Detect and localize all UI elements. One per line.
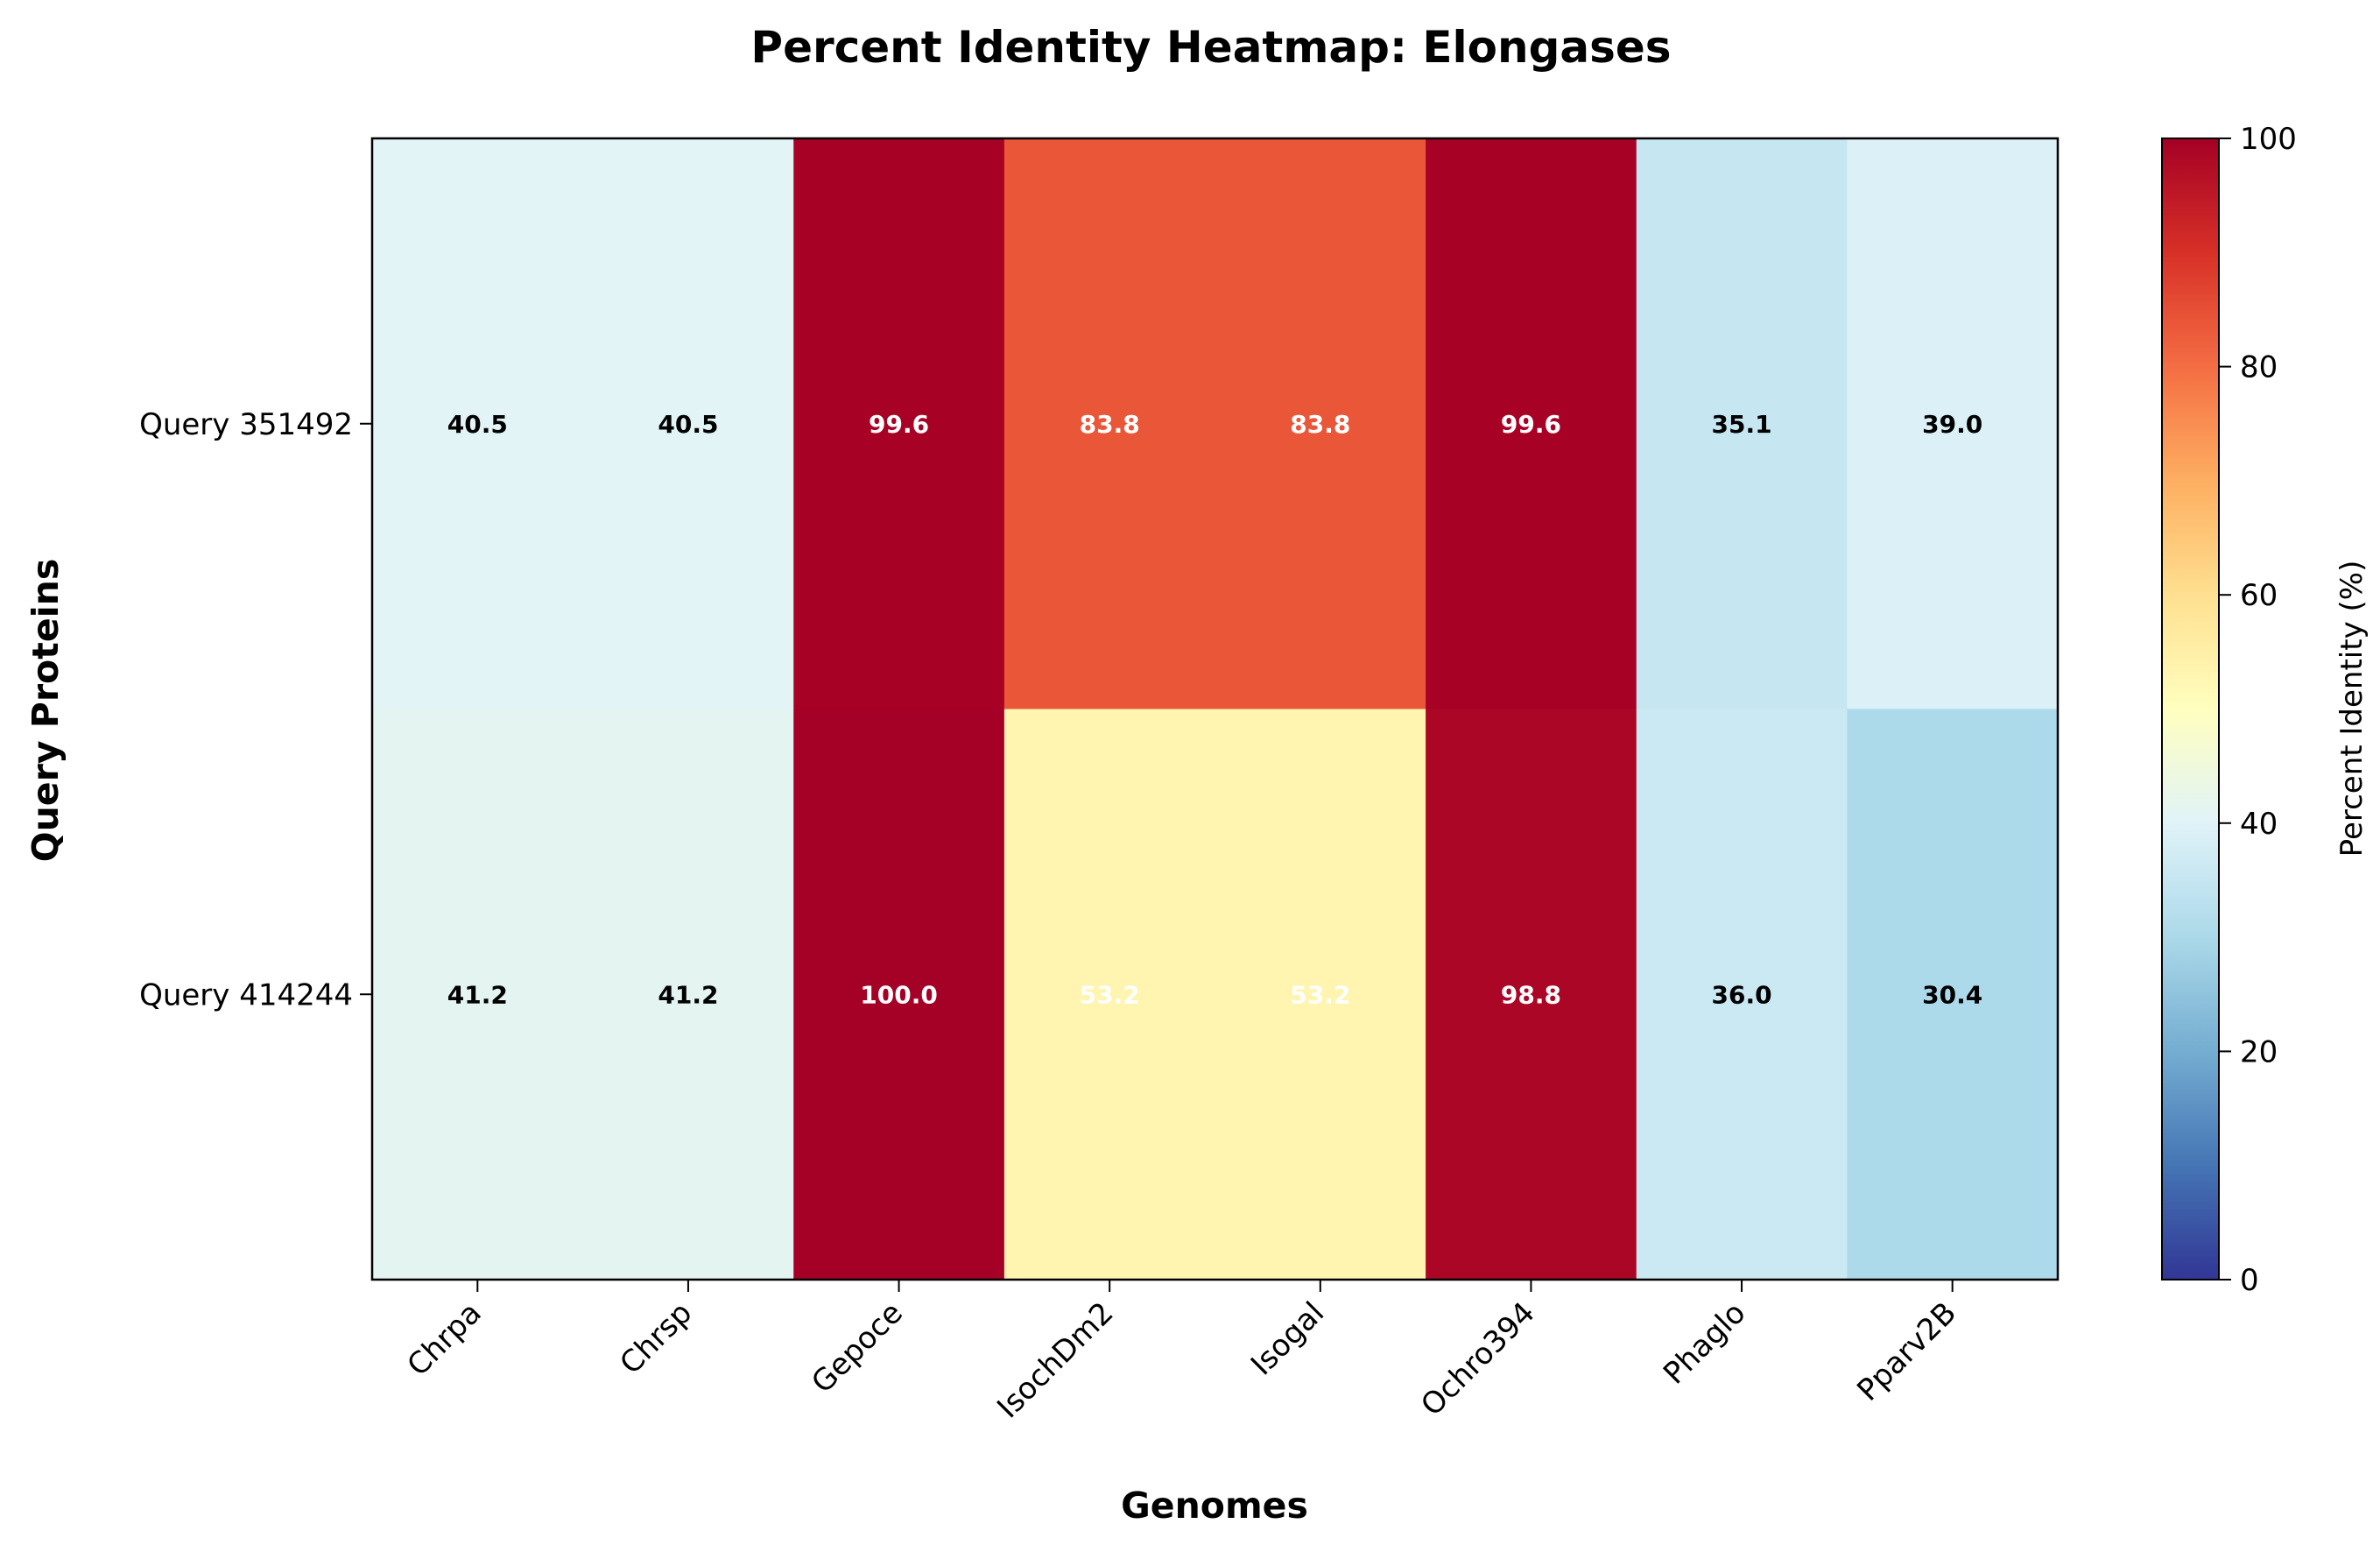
y-tick-label: Query 414244 xyxy=(139,977,353,1012)
colorbar-tick-label: 0 xyxy=(2240,1263,2259,1298)
x-axis-label: Genomes xyxy=(1121,1485,1308,1527)
x-tick-label: Isogal xyxy=(1244,1295,1331,1382)
cell-value-label: 53.2 xyxy=(1080,980,1140,1009)
cell-value-label: 41.2 xyxy=(447,980,508,1009)
heatmap-cell xyxy=(1003,709,1216,1280)
heatmap-cell xyxy=(372,138,584,710)
cell-value-label: 40.5 xyxy=(447,410,508,439)
heatmap-cells xyxy=(372,138,2059,1280)
cell-value-label: 36.0 xyxy=(1712,980,1772,1009)
cell-value-label: 53.2 xyxy=(1290,980,1350,1009)
colorbar-tick-label: 100 xyxy=(2240,122,2297,157)
heatmap-cell xyxy=(1003,138,1216,710)
heatmap-cell xyxy=(1215,709,1426,1280)
plot-frame xyxy=(370,137,2060,1281)
heatmap-cell xyxy=(582,709,794,1280)
cell-value-label: 98.8 xyxy=(1501,980,1561,1009)
cell-value-label: 83.8 xyxy=(1290,410,1350,439)
heatmap-cell xyxy=(1426,138,1637,710)
colorbar: 0 20 40 60 80 100 Percent Identity (%) xyxy=(2161,122,2369,1298)
x-tick-label: Gepoce xyxy=(805,1295,910,1400)
heatmap-cell xyxy=(582,138,794,710)
colorbar-label: Percent Identity (%) xyxy=(2334,561,2369,857)
cell-value-label: 39.0 xyxy=(1922,410,1982,439)
x-tick-label: Chrpa xyxy=(400,1295,488,1383)
x-tick-label: IsochDm2 xyxy=(990,1295,1120,1425)
heatmap-cell xyxy=(1636,709,1848,1280)
x-tick-label: Phaglo xyxy=(1657,1295,1752,1391)
colorbar-tick-label: 60 xyxy=(2240,578,2278,613)
heatmap-cell xyxy=(1847,138,2059,710)
colorbar-tick-label: 40 xyxy=(2240,807,2278,842)
cell-value-label: 41.2 xyxy=(658,980,718,1009)
colorbar-tick-label: 20 xyxy=(2240,1034,2278,1069)
cell-value-label: 83.8 xyxy=(1080,410,1140,439)
heatmap-cell xyxy=(1215,138,1426,710)
heatmap-cell xyxy=(372,709,584,1280)
cell-value-label: 40.5 xyxy=(658,410,718,439)
heatmap-cell xyxy=(1847,709,2059,1280)
y-axis-label: Query Proteins xyxy=(25,559,67,863)
x-tick-label: Ochro394 xyxy=(1414,1295,1542,1423)
colorbar-ticks: 0 20 40 60 80 100 xyxy=(2219,122,2297,1298)
cell-value-label: 99.6 xyxy=(1501,410,1561,439)
colorbar-tick-label: 80 xyxy=(2240,350,2278,385)
heatmap-cell xyxy=(1426,709,1637,1280)
cell-value-label: 100.0 xyxy=(860,980,938,1009)
heatmap-cell xyxy=(793,138,1005,710)
x-axis-ticks: Chrpa Chrsp Gepoce IsochDm2 Isogal Ochro394 Ph… xyxy=(400,1280,1963,1425)
y-axis-ticks: Query 351492 Query 414244 xyxy=(139,407,372,1012)
colorbar-gradient xyxy=(2162,138,2219,1280)
chart-title: Percent Identity Heatmap: Elongases xyxy=(750,22,1671,73)
cell-value-label: 99.6 xyxy=(869,410,929,439)
colorbar-frame xyxy=(2161,138,2220,1280)
x-tick-label: Chrsp xyxy=(613,1295,699,1381)
y-tick-label: Query 351492 xyxy=(139,407,353,442)
heatmap-cell xyxy=(793,709,1005,1280)
x-tick-label: Pparv2B xyxy=(1850,1295,1963,1408)
cell-value-label: 30.4 xyxy=(1922,980,1982,1009)
heatmap-cell-labels: 40.5 40.5 99.6 83.8 83.8 99.6 35.1 39.0 41.2 41.2… xyxy=(447,410,1982,1010)
cell-value-label: 35.1 xyxy=(1712,410,1772,439)
heatmap-cell xyxy=(1636,138,1848,710)
